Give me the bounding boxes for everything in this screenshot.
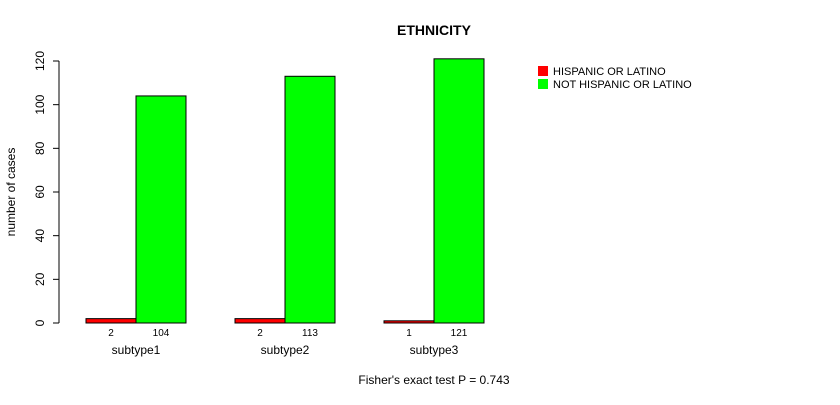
chart-title: ETHNICITY	[397, 22, 472, 38]
y-tick-label: 40	[33, 229, 47, 243]
legend-label: NOT HISPANIC OR LATINO	[553, 79, 692, 91]
bar-subtype2-hispanic	[234, 318, 286, 324]
bar-value-label: 113	[302, 328, 318, 339]
bar-subtype1-hispanic	[85, 318, 137, 324]
x-axis-label: Fisher's exact test P = 0.743	[358, 373, 509, 387]
x-tick-label: subtype1	[112, 343, 161, 357]
bar-subtype3-not-hispanic	[433, 58, 485, 324]
bar-value-label: 2	[108, 328, 114, 339]
legend-swatch	[538, 66, 548, 76]
legend-swatch	[538, 79, 548, 89]
y-tick-label: 80	[33, 141, 47, 155]
bar-subtype1-not-hispanic	[135, 95, 187, 324]
y-axis-label: number of cases	[4, 148, 18, 237]
bar-value-label: 121	[451, 328, 468, 339]
y-tick-label: 20	[33, 272, 47, 286]
y-tick-label: 0	[33, 319, 47, 326]
x-tick-label: subtype2	[261, 343, 310, 357]
bar-subtype2-not-hispanic	[284, 75, 336, 324]
y-tick-label: 120	[33, 51, 47, 71]
legend-label: HISPANIC OR LATINO	[553, 66, 666, 78]
y-axis: 0 20 40 60 80 100 120	[33, 51, 60, 326]
y-tick-label: 100	[33, 94, 47, 114]
bar-value-label: 1	[406, 328, 412, 339]
bar-subtype3-hispanic	[383, 320, 435, 324]
bars: 2 104 subtype1 2 113 subtype2 1 121 subtype3	[85, 58, 485, 357]
bar-value-label: 104	[153, 328, 170, 339]
y-tick-label: 60	[33, 185, 47, 199]
x-tick-label: subtype3	[410, 343, 459, 357]
bar-value-label: 2	[257, 328, 263, 339]
